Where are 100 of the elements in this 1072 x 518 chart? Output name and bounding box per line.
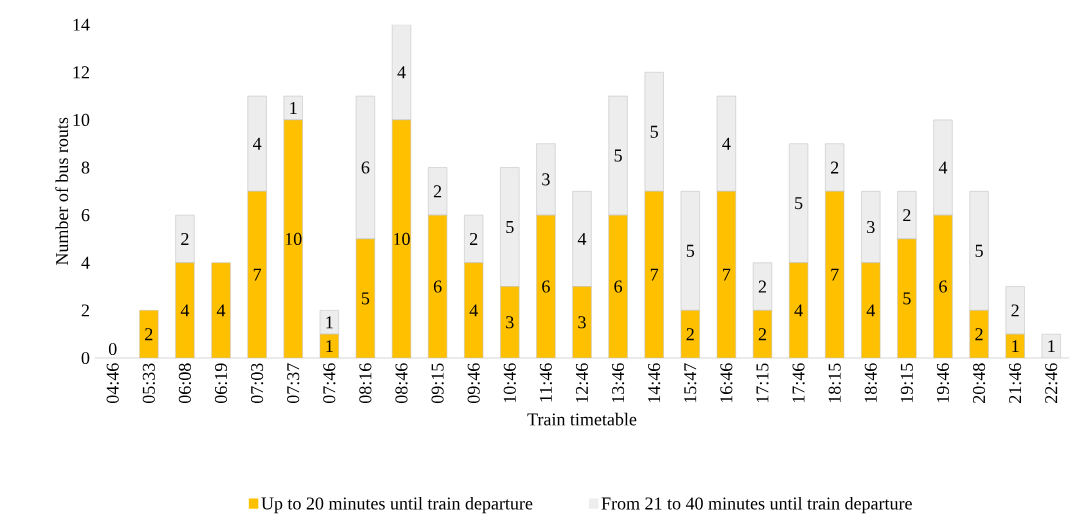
x-tick-label: 05:33 <box>142 363 155 404</box>
x-tick-label: 19:15 <box>900 363 913 403</box>
y-tick-label: 0 <box>81 351 90 365</box>
data-label: 3 <box>506 316 514 329</box>
x-tick-label: 11:46 <box>539 363 552 402</box>
data-label: 4 <box>397 66 406 79</box>
data-label: 5 <box>614 149 622 162</box>
legend-label: Up to 20 minutes until train departure <box>261 496 533 514</box>
legend-label: From 21 to 40 minutes until train departure <box>601 496 912 514</box>
data-label: 5 <box>361 292 370 305</box>
data-label: 6 <box>939 280 947 293</box>
data-label: 2 <box>975 328 983 341</box>
data-label: 2 <box>433 185 442 198</box>
data-label: 2 <box>830 161 839 174</box>
x-tick-label: 13:46 <box>612 363 625 403</box>
data-label: 1 <box>326 316 333 329</box>
data-label: 6 <box>361 161 370 174</box>
data-label: 1 <box>326 340 333 353</box>
data-label: 7 <box>650 268 659 281</box>
x-tick-label: 09:15 <box>431 363 444 404</box>
y-tick-label: 10 <box>73 113 90 126</box>
x-tick-label: 14:46 <box>648 363 661 403</box>
x-tick-label: 12:46 <box>575 363 589 403</box>
y-tick-label: 4 <box>81 256 90 269</box>
bar <box>247 95 267 192</box>
bar <box>572 191 592 287</box>
data-label: 3 <box>578 316 586 329</box>
x-tick-label: 06:19 <box>214 363 228 404</box>
x-tick-label: 21:46 <box>1009 363 1022 403</box>
data-label: 2 <box>181 232 189 245</box>
y-axis-title: Number of bus routs <box>55 117 69 266</box>
bar <box>536 143 556 216</box>
data-label: 4 <box>469 304 478 317</box>
bar <box>1005 286 1025 335</box>
x-tick-label: 16:46 <box>720 363 733 403</box>
data-label: 1 <box>290 102 297 114</box>
data-label: 0 <box>108 342 117 356</box>
data-label: 4 <box>577 233 587 245</box>
x-tick-label: 18:15 <box>828 363 841 403</box>
data-label: 6 <box>433 280 442 293</box>
data-label: 6 <box>614 280 623 293</box>
data-label: 6 <box>542 280 550 293</box>
bar <box>933 119 953 216</box>
data-label: 5 <box>795 197 803 210</box>
data-label: 2 <box>470 232 478 245</box>
x-tick-label: 08:16 <box>359 363 372 404</box>
x-tick-label: 07:46 <box>323 363 336 404</box>
x-tick-label: 06:08 <box>178 363 192 404</box>
x-tick-label: 22:46 <box>1045 363 1058 403</box>
bar <box>175 214 195 264</box>
data-label: 5 <box>975 244 983 257</box>
y-tick-label: 6 <box>81 209 90 222</box>
data-label: 3 <box>542 173 550 186</box>
data-label: 2 <box>758 280 766 293</box>
bar <box>969 191 989 311</box>
data-label: 4 <box>180 304 190 317</box>
data-label: 10 <box>285 232 302 246</box>
data-label: 7 <box>723 268 731 281</box>
y-tick-label: 8 <box>81 161 90 174</box>
data-label: 2 <box>686 328 694 341</box>
x-tick-label: 17:15 <box>756 363 769 403</box>
data-label: 5 <box>506 221 514 234</box>
x-tick-label: 07:37 <box>287 363 300 404</box>
data-label: 4 <box>866 304 875 317</box>
bar <box>897 191 917 240</box>
data-label: 2 <box>903 209 911 222</box>
data-label: 5 <box>650 125 658 138</box>
x-tick-label: 20:48 <box>972 363 986 403</box>
data-label: 5 <box>903 292 911 305</box>
y-tick-label: 14 <box>73 18 90 31</box>
data-label: 4 <box>216 304 226 317</box>
y-tick-label: 12 <box>73 66 89 79</box>
data-label: 4 <box>722 137 731 150</box>
bar <box>608 95 628 216</box>
data-label: 2 <box>758 328 766 341</box>
data-label: 1 <box>1048 340 1055 353</box>
x-axis-title: Train timetable <box>527 412 637 426</box>
data-label: 2 <box>1011 304 1019 317</box>
data-label: 7 <box>831 268 839 281</box>
data-label: 4 <box>252 137 262 150</box>
y-tick-label: 2 <box>81 304 89 317</box>
data-label: 5 <box>686 244 695 257</box>
x-tick-label: 10:46 <box>503 363 516 403</box>
x-tick-label: 18:46 <box>864 363 877 403</box>
data-label: 7 <box>253 268 262 281</box>
x-tick-label: 17:46 <box>792 363 805 403</box>
data-label: 2 <box>145 328 153 341</box>
x-tick-label: 09:46 <box>467 363 480 404</box>
data-label: 10 <box>394 232 410 246</box>
x-tick-label: 08:46 <box>395 363 408 404</box>
data-label: 4 <box>794 304 803 317</box>
x-tick-label: 04:46 <box>106 363 119 404</box>
x-tick-label: 19:46 <box>936 363 950 403</box>
data-label: 1 <box>1012 340 1019 353</box>
x-tick-label: 15:47 <box>684 363 697 403</box>
bar <box>211 262 231 358</box>
x-tick-label: 07:03 <box>251 363 264 404</box>
bar <box>139 310 159 358</box>
data-label: 4 <box>938 161 948 174</box>
data-label: 3 <box>867 220 875 234</box>
